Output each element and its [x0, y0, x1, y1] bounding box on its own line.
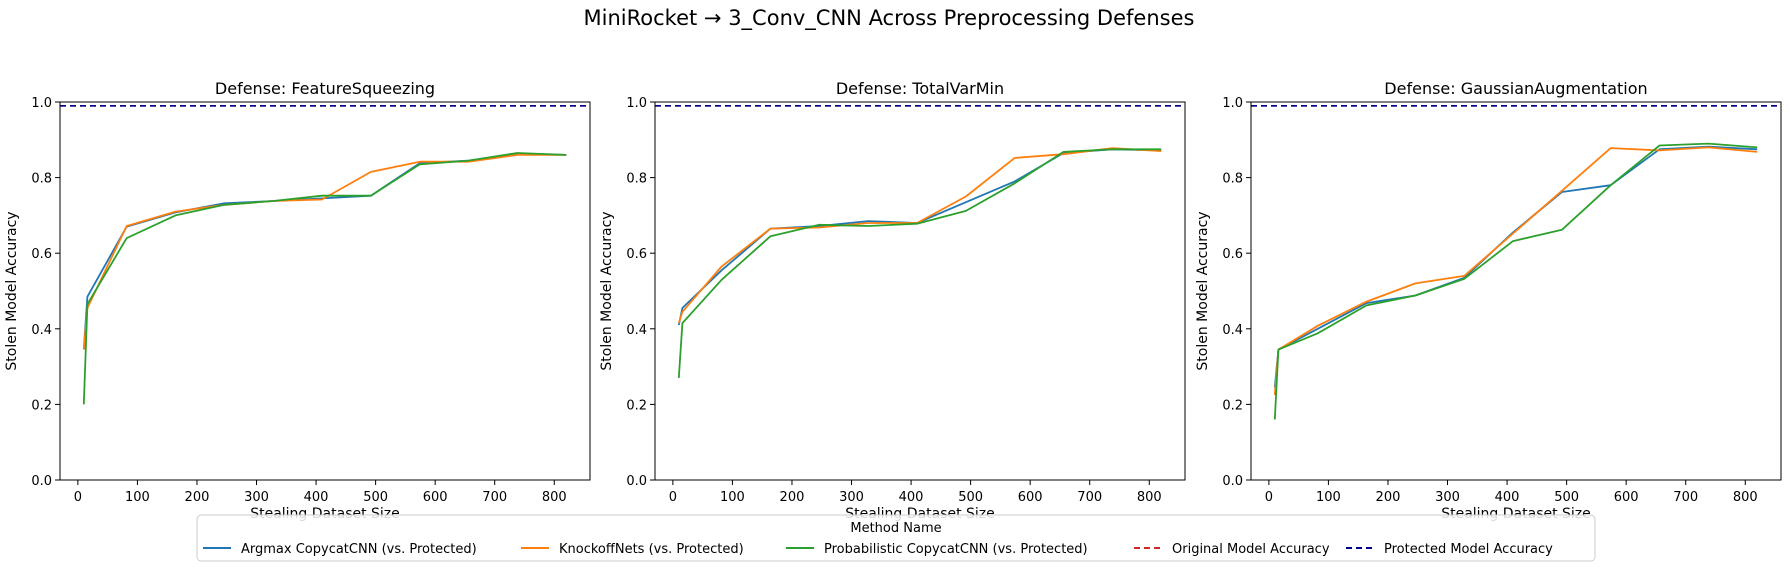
x-tick-label: 0	[74, 490, 82, 505]
y-tick-label: 0.2	[1222, 398, 1243, 413]
x-tick-label: 300	[244, 490, 269, 505]
y-tick-label: 0.2	[31, 398, 52, 413]
series-line-3	[1273, 142, 1758, 420]
x-tick-label: 700	[1077, 490, 1102, 505]
series-line-3	[677, 148, 1162, 378]
x-tick-label: 100	[720, 490, 745, 505]
x-tick-label: 200	[1376, 490, 1401, 505]
y-axis-label: Stolen Model Accuracy	[599, 211, 615, 370]
x-tick-label: 300	[1435, 490, 1460, 505]
x-tick-label: 0	[1265, 490, 1273, 505]
x-tick-label: 600	[1018, 490, 1043, 505]
chart-panel-3: Defense: GaussianAugmentation 0 100 200 300 4…	[1195, 79, 1782, 522]
panel-title: Defense: GaussianAugmentation	[1384, 79, 1647, 98]
legend-label-1: Argmax CopycatCNN (vs. Protected)	[241, 542, 477, 557]
y-tick-label: 1.0	[1222, 96, 1243, 111]
plot-area	[60, 104, 590, 405]
chart-panels: Defense: FeatureSqueezing 0 100 200 300 400 50…	[4, 79, 1782, 522]
series-line-3	[82, 152, 567, 405]
x-tick-label: 100	[1316, 490, 1341, 505]
y-tick-label: 0.0	[31, 474, 52, 489]
figure-title: MiniRocket → 3_Conv_CNN Across Preproces…	[584, 6, 1195, 31]
x-tick-label: 800	[542, 490, 567, 505]
panel-title: Defense: TotalVarMin	[836, 79, 1004, 98]
x-tick-label: 800	[1733, 490, 1758, 505]
x-tick-label: 400	[899, 490, 924, 505]
x-tick-label: 400	[1495, 490, 1520, 505]
panel-title: Defense: FeatureSqueezing	[215, 79, 435, 98]
y-tick-label: 0.8	[626, 172, 647, 187]
y-tick-label: 0.8	[31, 172, 52, 187]
y-tick-label: 0.4	[626, 323, 647, 338]
y-tick-label: 1.0	[31, 96, 52, 111]
x-tick-label: 400	[304, 490, 329, 505]
y-axis-label: Stolen Model Accuracy	[1195, 211, 1211, 370]
legend-title: Method Name	[850, 521, 941, 536]
x-tick-label: 300	[839, 490, 864, 505]
plot-area	[655, 104, 1185, 378]
legend: Method Name Argmax CopycatCNN (vs. Protec…	[196, 514, 1596, 562]
y-tick-label: 0.2	[626, 398, 647, 413]
series-line-2	[82, 153, 567, 350]
chart-panel-2: Defense: TotalVarMin 0 100 200 300 400 500 600 7…	[599, 79, 1186, 522]
y-tick-label: 0.6	[31, 247, 52, 262]
x-tick-label: 200	[185, 490, 210, 505]
y-tick-label: 1.0	[626, 96, 647, 111]
x-tick-label: 500	[1554, 490, 1579, 505]
legend-box	[196, 514, 1596, 562]
x-tick-label: 500	[958, 490, 983, 505]
x-tick-label: 100	[125, 490, 150, 505]
axes-frame	[1250, 101, 1782, 481]
x-tick-label: 700	[482, 490, 507, 505]
chart-panel-1: Defense: FeatureSqueezing 0 100 200 300 400 50…	[4, 79, 591, 522]
x-tick-label: 500	[363, 490, 388, 505]
series-line-1	[677, 148, 1162, 326]
series-line-1	[1273, 145, 1758, 388]
y-axis-label: Stolen Model Accuracy	[4, 211, 20, 370]
legend-label-5: Protected Model Accuracy	[1384, 542, 1553, 557]
x-tick-label: 600	[423, 490, 448, 505]
legend-label-3: Probabilistic CopycatCNN (vs. Protected)	[824, 542, 1088, 557]
x-tick-label: 0	[669, 490, 677, 505]
plot-area	[1251, 104, 1781, 420]
y-tick-label: 0.4	[1222, 323, 1243, 338]
legend-label-2: KnockoffNets (vs. Protected)	[559, 542, 744, 557]
axes-frame	[654, 101, 1186, 481]
y-tick-label: 0.4	[31, 323, 52, 338]
series-line-2	[677, 147, 1162, 324]
y-tick-label: 0.6	[626, 247, 647, 262]
series-line-2	[1273, 146, 1758, 395]
y-tick-label: 0.0	[1222, 474, 1243, 489]
x-tick-label: 600	[1614, 490, 1639, 505]
axes-frame	[59, 101, 591, 481]
x-tick-label: 200	[780, 490, 805, 505]
legend-label-4: Original Model Accuracy	[1172, 542, 1330, 557]
x-tick-label: 800	[1137, 490, 1162, 505]
y-tick-label: 0.6	[1222, 247, 1243, 262]
y-tick-label: 0.0	[626, 474, 647, 489]
x-tick-label: 700	[1673, 490, 1698, 505]
series-line-1	[82, 153, 567, 350]
y-tick-label: 0.8	[1222, 172, 1243, 187]
